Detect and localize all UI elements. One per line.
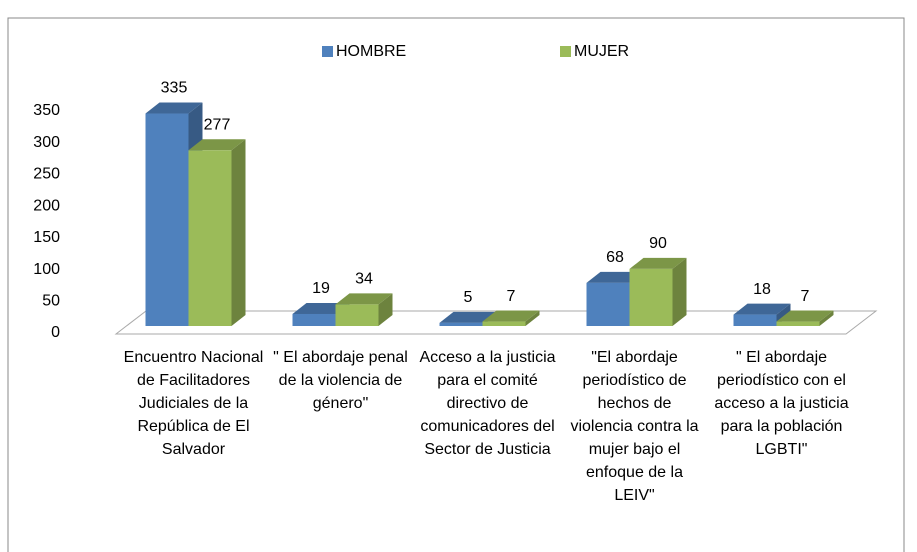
y-tick-label: 50 — [42, 293, 60, 310]
bar-face — [439, 322, 483, 326]
bar-face — [482, 310, 540, 322]
bar-face — [776, 321, 820, 326]
bar-face — [145, 113, 189, 326]
bar-face — [188, 150, 232, 326]
x-tick-label: Encuentro Nacional de Facilitadores Judi… — [123, 349, 264, 458]
bar-face — [188, 139, 246, 151]
data-label: 68 — [606, 249, 624, 266]
y-tick-label: 250 — [33, 166, 60, 183]
data-label: 7 — [507, 288, 516, 305]
legend-swatch — [560, 46, 571, 57]
data-label: 277 — [204, 117, 231, 134]
bar-face — [629, 268, 673, 326]
bar — [335, 293, 393, 326]
bar-face — [629, 257, 687, 269]
data-label: 19 — [312, 280, 330, 297]
bar-face — [733, 303, 791, 315]
bar-face — [292, 313, 336, 326]
bar-face — [231, 139, 246, 326]
bar — [188, 139, 246, 326]
bar-face — [482, 321, 526, 326]
y-tick-label: 350 — [33, 102, 60, 119]
data-label: 7 — [801, 288, 810, 305]
legend-label: MUJER — [574, 43, 629, 60]
bar — [629, 257, 687, 326]
bar — [482, 310, 540, 326]
x-tick-label: Acceso a la justicia para el comité dire… — [419, 349, 556, 458]
data-label: 34 — [355, 271, 373, 288]
bar-face — [586, 271, 644, 283]
bar-face — [672, 257, 687, 326]
y-tick-label: 300 — [33, 134, 60, 151]
bar-face — [335, 304, 379, 326]
x-tick-label: "El abordaje periodístico de hechos de v… — [570, 349, 699, 504]
bar-face — [733, 314, 777, 326]
bar-face — [819, 310, 834, 326]
x-tick-label: " El abordaje penal de la violencia de g… — [273, 349, 408, 412]
legend-swatch — [322, 46, 333, 57]
x-tick-label: " El abordaje periodístico con el acceso… — [714, 349, 849, 458]
y-tick-label: 200 — [33, 197, 60, 214]
bar-face — [378, 293, 393, 326]
bar — [776, 310, 834, 326]
bar-face — [776, 310, 834, 322]
bar-face — [525, 310, 540, 326]
bar-face — [292, 302, 350, 314]
y-tick-label: 0 — [51, 324, 60, 341]
data-label: 5 — [464, 289, 473, 306]
bar-face — [145, 102, 203, 114]
y-tick-label: 100 — [33, 261, 60, 278]
chart-frame — [7, 17, 905, 552]
data-label: 335 — [161, 80, 188, 97]
bar-face — [335, 293, 393, 305]
y-tick-label: 150 — [33, 229, 60, 246]
data-label: 18 — [753, 281, 771, 298]
bar-face — [586, 282, 630, 326]
data-label: 90 — [649, 235, 667, 252]
legend-label: HOMBRE — [336, 43, 406, 60]
bar-face — [439, 311, 497, 323]
